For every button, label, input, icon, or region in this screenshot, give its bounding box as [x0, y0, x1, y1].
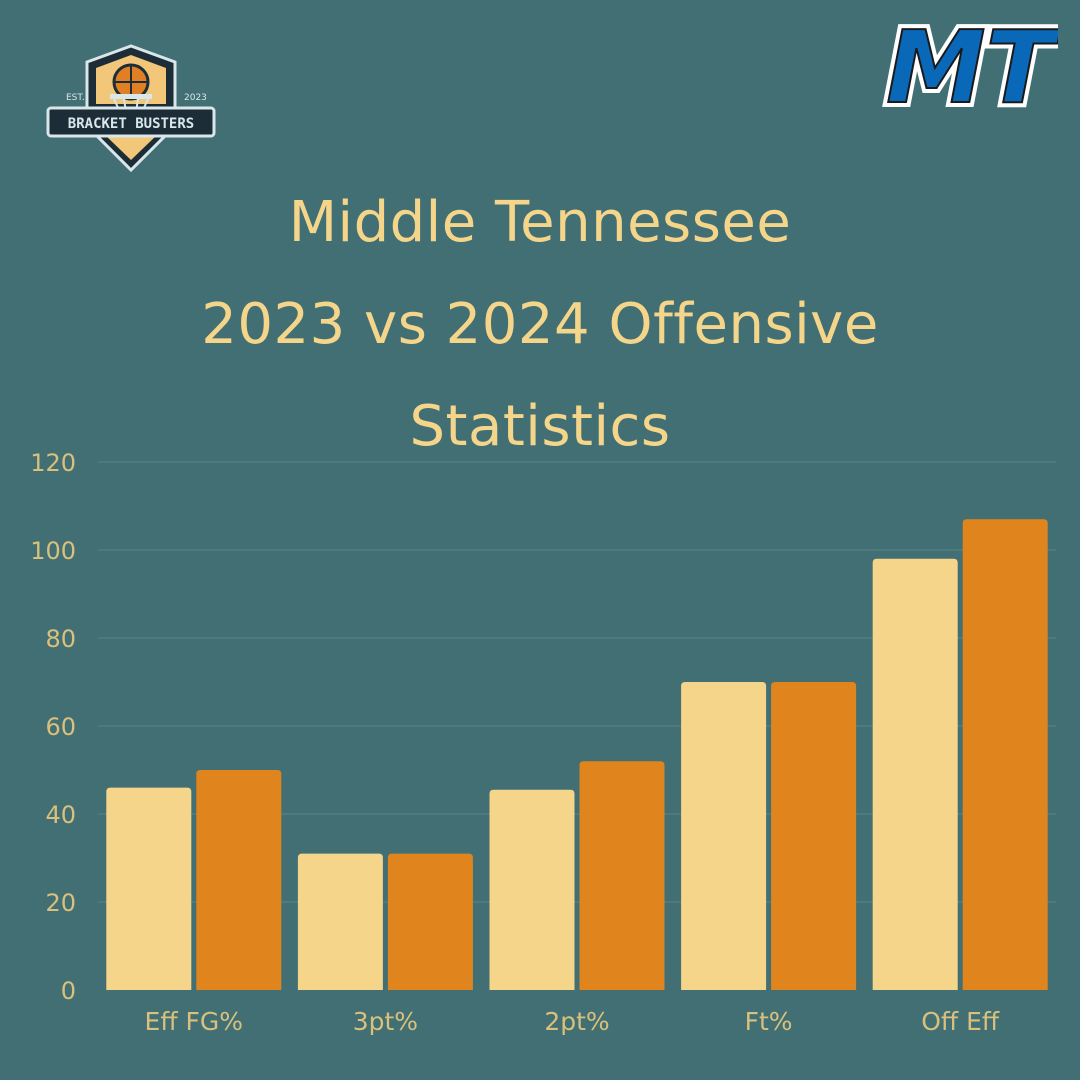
bar-ft--series-1 — [681, 682, 767, 990]
mt-logo-text: MT — [886, 9, 1058, 126]
bar-3pt--series-2 — [387, 853, 473, 990]
y-tick-label: 100 — [30, 537, 76, 565]
x-tick-label: 3pt% — [353, 1007, 418, 1036]
y-tick-label: 80 — [45, 625, 76, 653]
bar-eff-fg--series-1 — [106, 787, 192, 990]
y-tick-label: 60 — [45, 713, 76, 741]
y-tick-label: 20 — [45, 889, 76, 917]
logo-year-text: 2023 — [184, 93, 207, 103]
chart-title: Middle Tennessee 2023 vs 2024 Offensive … — [0, 172, 1080, 478]
svg-text:MT: MT — [886, 9, 1058, 126]
chart-title-line-1: Middle Tennessee — [288, 190, 792, 255]
bar-eff-fg--series-2 — [196, 770, 282, 990]
bar-2pt--series-1 — [489, 789, 575, 990]
bar-2pt--series-2 — [579, 761, 665, 990]
mt-logo: MT MT — [878, 2, 1066, 136]
bar-ft--series-2 — [771, 682, 857, 990]
y-tick-label: 0 — [61, 977, 76, 1005]
mt-block-letters-icon: MT MT — [881, 4, 1066, 131]
x-tick-label: Ft% — [745, 1007, 793, 1036]
chart-title-line-2: 2023 vs 2024 Offensive — [201, 292, 879, 357]
bracket-busters-logo: EST. 2023 BRACKET BUSTERS — [44, 42, 218, 178]
logo-est-text: EST. — [66, 93, 85, 103]
bar-off-eff-series-2 — [962, 519, 1048, 990]
y-tick-label: 120 — [30, 449, 76, 477]
bar-off-eff-series-1 — [872, 558, 958, 990]
x-tick-label: 2pt% — [544, 1007, 609, 1036]
chart-title-line-3: Statistics — [409, 394, 671, 459]
x-tick-label: Off Eff — [921, 1007, 1000, 1036]
x-tick-label: Eff FG% — [145, 1007, 243, 1036]
bar-3pt--series-1 — [297, 853, 383, 990]
logo-name-text: BRACKET BUSTERS — [68, 116, 194, 132]
y-tick-label: 40 — [45, 801, 76, 829]
bracket-busters-badge-icon: EST. 2023 BRACKET BUSTERS — [46, 44, 216, 173]
